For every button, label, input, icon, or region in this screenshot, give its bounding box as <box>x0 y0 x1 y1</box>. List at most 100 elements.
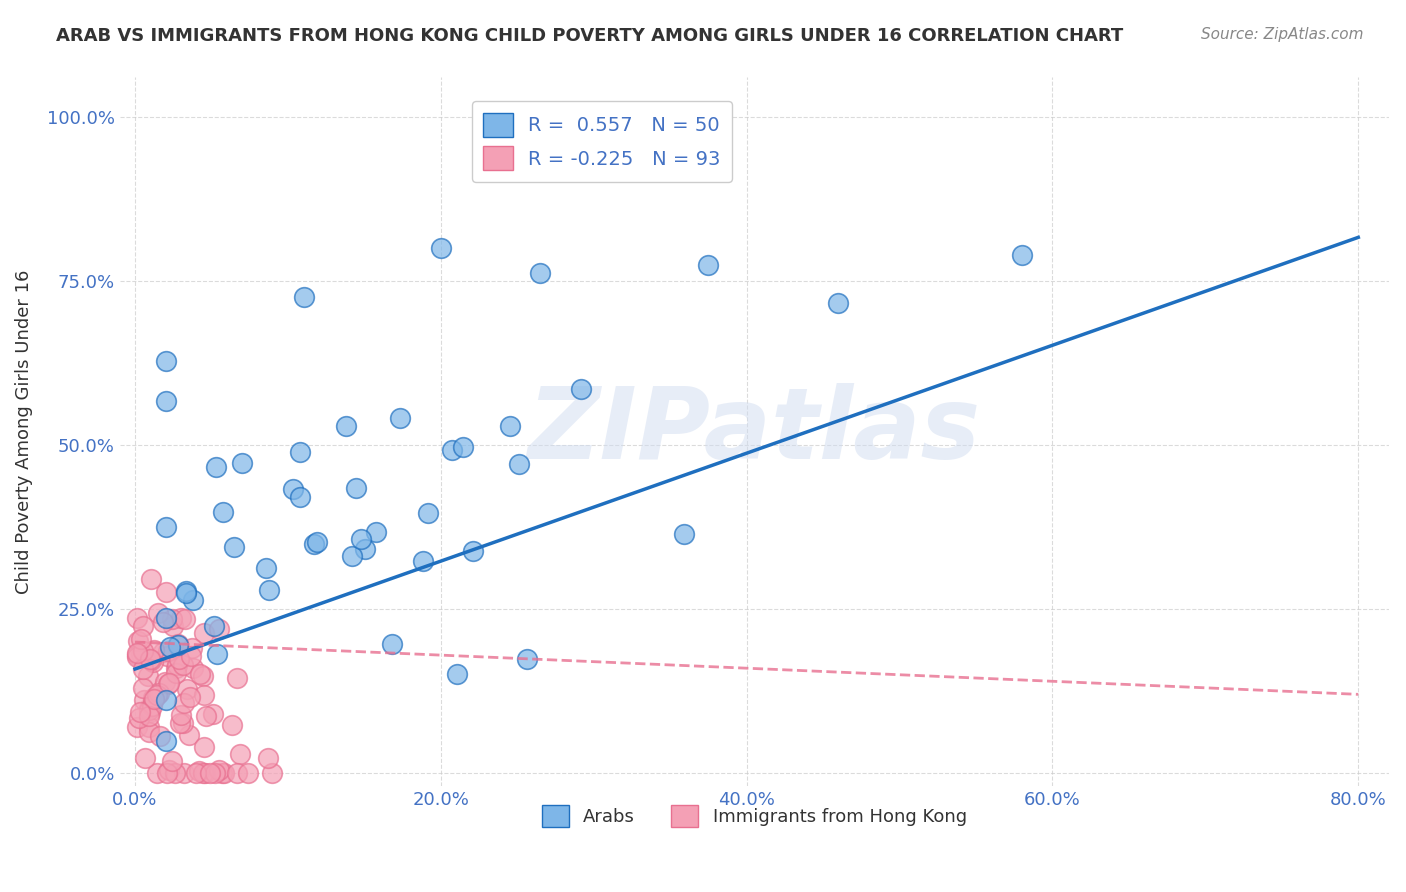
Point <box>157 676 180 690</box>
Point <box>132 619 155 633</box>
Point <box>159 640 181 654</box>
Point <box>153 674 176 689</box>
Point <box>155 354 177 368</box>
Point <box>125 646 148 660</box>
Point <box>174 586 197 600</box>
Point <box>162 754 184 768</box>
Point <box>231 456 253 470</box>
Point <box>142 691 165 706</box>
Point <box>143 642 166 657</box>
Point <box>463 543 485 558</box>
Point <box>418 506 440 520</box>
Point <box>179 690 201 705</box>
Point <box>165 665 187 680</box>
Point <box>499 418 522 433</box>
Point <box>132 681 155 696</box>
Point <box>157 763 180 777</box>
Point <box>305 534 328 549</box>
Point <box>173 765 195 780</box>
Point <box>389 411 412 425</box>
Point <box>132 692 155 706</box>
Point <box>127 634 149 648</box>
Point <box>127 649 149 664</box>
Point <box>125 648 148 663</box>
Point <box>166 638 188 652</box>
Point <box>134 751 156 765</box>
Point <box>204 765 226 780</box>
Point <box>224 541 246 555</box>
Point <box>152 645 174 659</box>
Point <box>446 667 468 681</box>
Point <box>155 733 177 747</box>
Point <box>129 706 152 720</box>
Point <box>304 537 326 551</box>
Point <box>256 751 278 765</box>
Point <box>141 572 163 586</box>
Point <box>412 554 434 568</box>
Point <box>201 706 224 721</box>
Point <box>205 648 228 662</box>
Point <box>1011 248 1033 262</box>
Point <box>152 615 174 629</box>
Point <box>193 626 215 640</box>
Point <box>142 691 165 706</box>
Point <box>139 652 162 666</box>
Legend: Arabs, Immigrants from Hong Kong: Arabs, Immigrants from Hong Kong <box>534 797 974 834</box>
Point <box>226 671 249 685</box>
Point <box>174 584 197 599</box>
Point <box>262 765 284 780</box>
Point <box>176 682 198 697</box>
Point <box>146 688 169 702</box>
Point <box>138 719 160 733</box>
Point <box>138 709 160 723</box>
Point <box>344 481 367 495</box>
Point <box>129 632 152 646</box>
Point <box>257 583 280 598</box>
Point <box>169 652 191 666</box>
Point <box>132 644 155 658</box>
Point <box>155 394 177 409</box>
Point <box>156 676 179 690</box>
Point <box>191 669 214 683</box>
Point <box>204 460 226 475</box>
Point <box>170 708 193 723</box>
Point <box>288 445 311 459</box>
Point <box>172 716 194 731</box>
Point <box>138 724 160 739</box>
Point <box>214 765 236 780</box>
Point <box>430 241 453 255</box>
Point <box>165 661 187 675</box>
Point <box>155 585 177 599</box>
Point <box>146 765 169 780</box>
Point <box>173 697 195 711</box>
Point <box>194 708 217 723</box>
Point <box>125 720 148 734</box>
Point <box>288 490 311 504</box>
Point <box>212 505 235 519</box>
Point <box>827 296 849 310</box>
Point <box>236 765 259 780</box>
Point <box>364 525 387 540</box>
Point <box>165 765 187 780</box>
Point <box>672 527 695 541</box>
Point <box>184 765 207 780</box>
Point <box>148 686 170 700</box>
Point <box>136 669 159 683</box>
Point <box>354 541 377 556</box>
Point <box>350 533 373 547</box>
Point <box>166 658 188 673</box>
Point <box>167 637 190 651</box>
Y-axis label: Child Poverty Among Girls Under 16: Child Poverty Among Girls Under 16 <box>15 269 32 594</box>
Point <box>174 612 197 626</box>
Point <box>697 258 720 272</box>
Point <box>335 419 357 434</box>
Point <box>149 729 172 743</box>
Point <box>342 549 364 564</box>
Point <box>128 711 150 725</box>
Point <box>155 520 177 534</box>
Point <box>221 718 243 732</box>
Point <box>139 652 162 666</box>
Point <box>188 667 211 681</box>
Point <box>508 457 530 471</box>
Point <box>180 640 202 655</box>
